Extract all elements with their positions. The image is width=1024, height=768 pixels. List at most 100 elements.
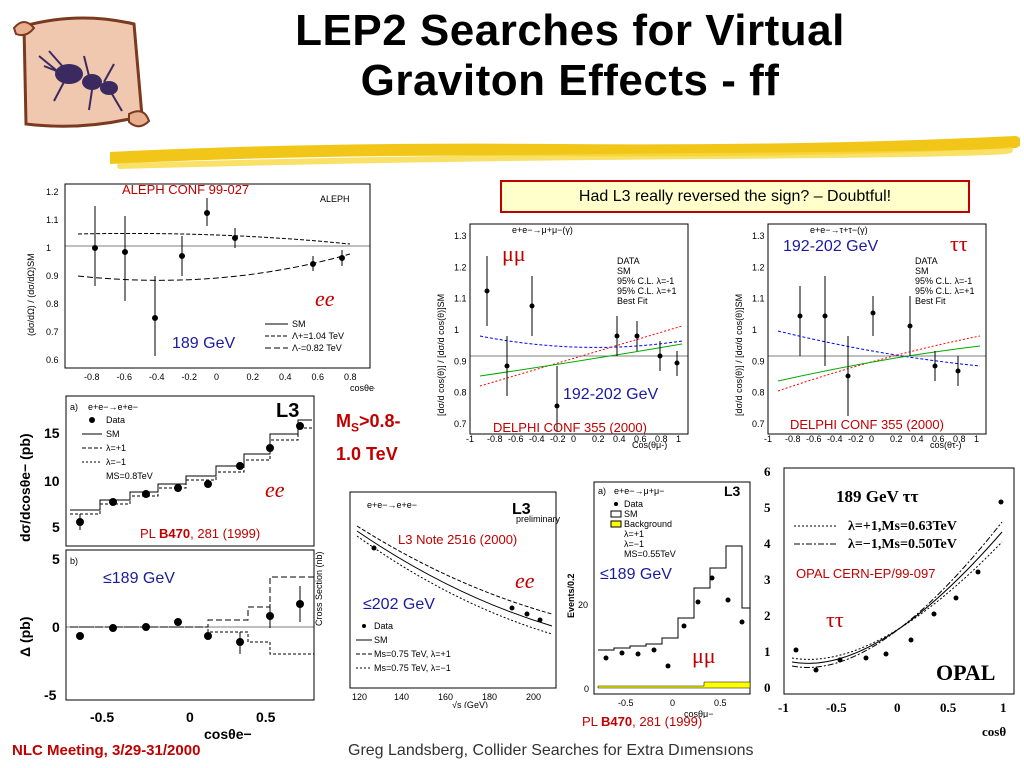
delphi-mumu-xtick: 0 <box>571 434 576 444</box>
aleph-legend-sm: SM <box>292 319 306 329</box>
l3-mumu-process: e+e−→μ+μ− <box>614 486 664 496</box>
aleph-xtick: -0.6 <box>117 372 133 382</box>
l3-ee-ylabel-top: dσ/dcosθe− (pb) <box>17 433 33 542</box>
opal-ytick: 2 <box>764 608 771 623</box>
delphi-tautau-xtick: 0 <box>869 434 874 444</box>
l3-xsec-legend-lp1: Ms=0.75 TeV, λ=+1 <box>374 649 451 659</box>
delphi-tautau-xtick: -0.4 <box>827 434 843 444</box>
l3-xsec-xtick: 140 <box>394 692 409 702</box>
delphi-mumu-process: e+e−→μ+μ−(γ) <box>512 225 573 235</box>
aleph-xtick: 0.8 <box>344 372 357 382</box>
opal-xtick: 0 <box>894 700 901 715</box>
aleph-ylabel: (dσ/dΩ) / (dσ/dΩ)SM <box>26 253 36 336</box>
l3-ee-legend-lm1: λ=−1 <box>106 457 126 467</box>
l3-mumu-panel: a) <box>598 486 606 496</box>
delphi-tautau-xtick: -0.6 <box>806 434 822 444</box>
l3-mumu-legend-sm: SM <box>624 509 638 519</box>
delphi-mumu-energy: 192-202 GeV <box>563 386 659 403</box>
opal-ytick: 4 <box>764 536 771 551</box>
delphi-mumu-ylabel: [dσ/d cos(θ)] / [dσ/d cos(θ)]SM <box>436 294 446 416</box>
l3-xsec-preliminary: preliminary <box>516 514 560 524</box>
opal-ytick: 1 <box>764 644 771 659</box>
aleph-xtick: -0.8 <box>84 372 100 382</box>
l3-ee-xtick: -0.5 <box>90 709 114 725</box>
l3-xsec-energy: ≤202 GeV <box>363 596 435 613</box>
l3-ee-ytick: 15 <box>44 425 60 441</box>
l3-ee-energy: ≤189 GeV <box>103 570 175 587</box>
l3-ee-ref: PL B470, 281 (1999) <box>140 526 261 541</box>
delphi-tautau-xlabel: cos(θτ-) <box>930 440 962 450</box>
delphi-mumu-ytick: 0.9 <box>454 356 467 366</box>
delphi-mumu-xtick: -0.6 <box>508 434 524 444</box>
delphi-tautau-xtick: 0.4 <box>911 434 924 444</box>
delphi-mumu-xtick: -0.8 <box>487 434 503 444</box>
aleph-xtick: -0.2 <box>182 372 198 382</box>
l3-ee-ytick: 0 <box>52 619 60 635</box>
delphi-mumu-channel: μμ <box>502 241 526 266</box>
delphi-tautau-legend-lp1: 95% C.L. λ=+1 <box>915 286 975 296</box>
delphi-mumu-ytick: 1.1 <box>454 294 467 304</box>
highlight-stroke <box>110 136 1020 169</box>
l3-xsec-xtick: 160 <box>438 692 453 702</box>
delphi-tautau-channel: ττ <box>950 231 968 256</box>
opal-xtick: -1 <box>778 700 789 715</box>
opal-experiment: OPAL <box>936 660 995 685</box>
l3-mumu-experiment: L3 <box>724 483 741 499</box>
delphi-tautau-plot: e+e−→τ+τ−(γ) DATA SM 95% C.L. λ=-1 95% C… <box>734 223 987 450</box>
l3-mumu-ref: PL B470, 281 (1999) <box>582 714 703 729</box>
aleph-ytick: 0.9 <box>46 271 59 281</box>
delphi-tautau-xtick: 0.6 <box>932 434 945 444</box>
delphi-mumu-plot: e+e−→μ+μ−(γ) DATA SM 95% C.L. λ=-1 95% C… <box>436 223 689 450</box>
l3-ee-ytick: 5 <box>52 519 60 535</box>
l3-ee-channel: ee <box>265 477 285 502</box>
delphi-tautau-xtick: 1 <box>974 434 979 444</box>
l3-mumu-ytick: 0 <box>584 684 589 694</box>
aleph-ytick: 0.8 <box>46 299 59 309</box>
l3-mumu-legend-data: Data <box>624 499 643 509</box>
delphi-mumu-legend-fit: Best Fit <box>617 296 648 306</box>
delphi-tautau-xtick: 0.2 <box>890 434 903 444</box>
delphi-mumu-legend-data: DATA <box>617 256 640 266</box>
delphi-tautau-legend-fit: Best Fit <box>915 296 946 306</box>
delphi-mumu-legend-lp1: 95% C.L. λ=+1 <box>617 286 677 296</box>
aleph-plot: ALEPH SM Λ+=1.04 TeV Λ-=0.82 TeV cosθe- … <box>26 183 375 393</box>
footer-center: Greg Landsberg, Collider Searches for Ex… <box>348 742 754 759</box>
aleph-energy: 189 GeV <box>172 335 236 352</box>
l3-mumu-legend-ms: MS=0.55TeV <box>624 549 676 559</box>
delphi-mumu-xlabel: Cos(θμ-) <box>632 440 667 450</box>
opal-ref: OPAL CERN-EP/99-097 <box>796 566 936 581</box>
l3-mumu-legend-bg: Background <box>624 519 672 529</box>
aleph-xtick: 0 <box>214 372 219 382</box>
delphi-mumu-ytick: 0.8 <box>454 388 467 398</box>
l3-mumu-energy: ≤189 GeV <box>600 566 672 583</box>
opal-channel: ττ <box>826 607 844 632</box>
l3-mumu-xtick: 0 <box>670 698 675 708</box>
opal-ytick: 3 <box>764 572 771 587</box>
l3-ee-legend-sm: SM <box>106 429 120 439</box>
delphi-mumu-xtick: -0.4 <box>529 434 545 444</box>
aleph-channel: ee <box>315 286 335 311</box>
aleph-legend-lminus: Λ-=0.82 TeV <box>292 343 342 353</box>
l3-ee-legend-lp1: λ=+1 <box>106 443 126 453</box>
aleph-xtick: 0.2 <box>247 372 260 382</box>
delphi-mumu-ytick: 1.2 <box>454 262 467 272</box>
delphi-mumu-xtick: 0.8 <box>655 434 668 444</box>
delphi-tautau-ytick: 1.1 <box>752 294 765 304</box>
l3-xsec-xtick: 120 <box>352 692 367 702</box>
parchment-ant-logo-icon <box>12 16 151 128</box>
aleph-xtick: 0.6 <box>312 372 325 382</box>
delphi-tautau-process: e+e−→τ+τ−(γ) <box>810 225 868 235</box>
l3-ee-xtick: 0 <box>186 709 194 725</box>
delphi-tautau-ylabel: [dσ/d cos(θ)] / [dσ/d cos(θ)]SM <box>734 294 744 416</box>
delphi-tautau-legend-lm1: 95% C.L. λ=-1 <box>915 276 972 286</box>
aleph-ref: ALEPH CONF 99-027 <box>122 182 250 197</box>
l3-ee-xlabel: cosθe− <box>204 726 252 742</box>
delphi-tautau-energy: 192-202 GeV <box>783 238 879 255</box>
delphi-mumu-legend-lm1: 95% C.L. λ=-1 <box>617 276 674 286</box>
opal-xtick: 0.5 <box>940 700 957 715</box>
l3-xsec-xlabel: √s (GeV) <box>452 700 488 708</box>
l3-ee-process: e+e−→e+e− <box>88 402 138 412</box>
l3-mumu-ytick: 20 <box>578 600 588 610</box>
delphi-mumu-xtick: -1 <box>466 434 474 444</box>
delphi-mumu-legend-sm: SM <box>617 266 631 276</box>
